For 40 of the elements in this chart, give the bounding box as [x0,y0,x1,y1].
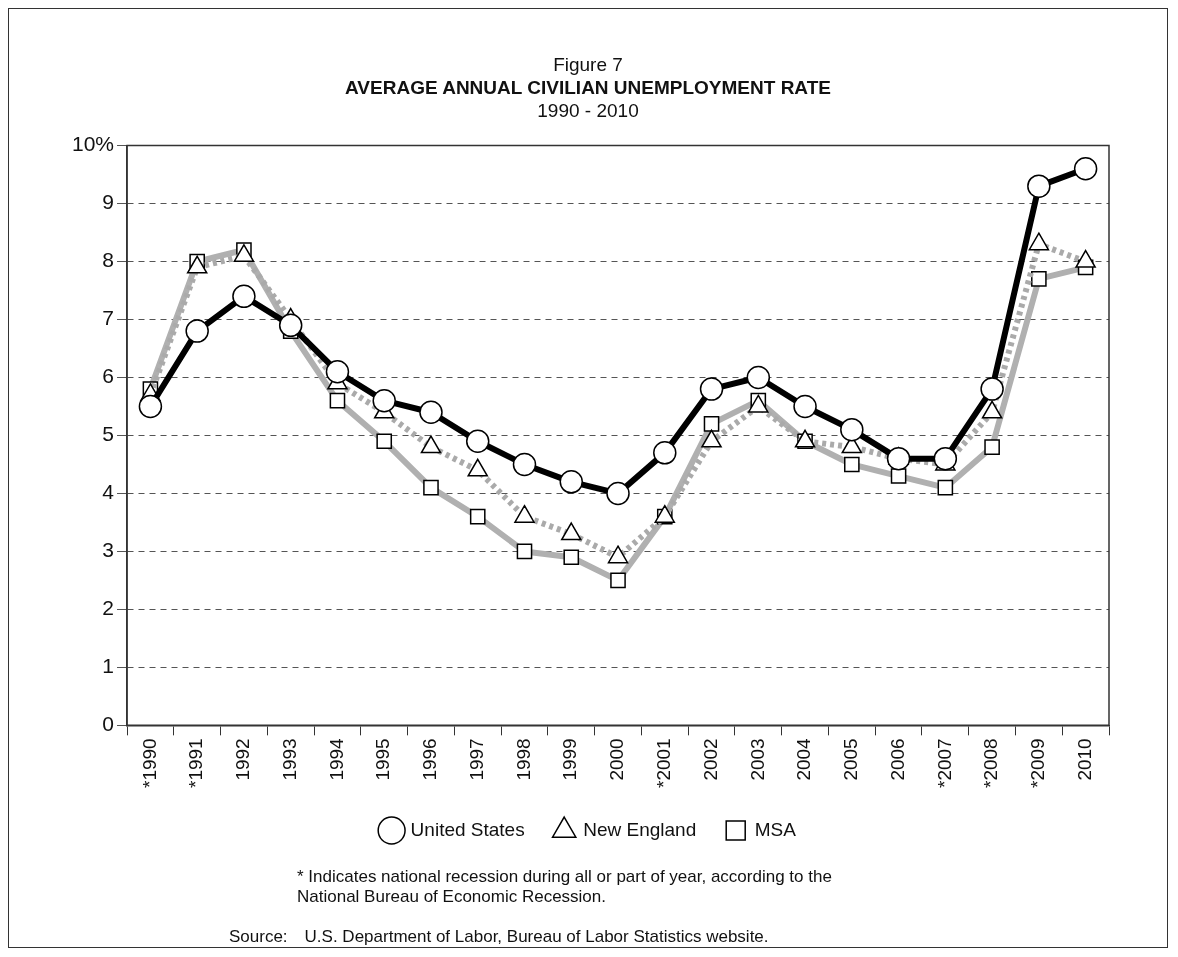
x-tick-label: 2000 [606,738,628,781]
y-tick-label: 1 [102,654,115,678]
legend-label: New England [583,818,697,840]
x-tick-label: 1992 [232,738,254,781]
x-tick-label: 1996 [419,738,441,781]
x-tick-label: 1995 [372,738,394,781]
caption: Figure 7 [552,53,624,76]
y-tick-label: 2 [102,596,115,620]
x-tick-label: 1994 [325,737,347,781]
x-tick-label: *2009 [1027,738,1049,789]
y-tick-label: 7 [102,306,115,330]
legend-label: MSA [754,818,797,840]
y-tick-label: 0 [102,712,115,736]
x-tick-label: *1990 [138,738,160,789]
x-tick-label: 2010 [1073,738,1095,781]
x-tick-label: 2002 [699,738,721,781]
x-tick-label: 2006 [886,738,908,781]
x-tick-label: 1998 [512,738,534,781]
y-tick-label: 9 [102,190,115,214]
y-tick-label: 4 [102,480,115,504]
chart-title: AVERAGE ANNUAL CIVILIAN UNEMPLOYMENT RATE [344,76,832,99]
y-tick-label: 8 [102,248,115,272]
y-tick-label: 3 [102,538,115,562]
x-tick-label: 2005 [840,738,862,781]
x-tick-label: 2003 [746,738,768,781]
x-tick-label: *2001 [653,738,675,789]
y-tick-label: 10% [72,132,115,156]
y-tick-label: 6 [102,364,115,388]
legend-label: United States [410,818,525,840]
y-tick-label: 5 [102,422,115,446]
x-tick-label: *2007 [933,738,955,789]
chart-subtitle: 1990 - 2010 [536,99,640,122]
x-tick-label: *2008 [980,738,1002,789]
x-tick-label: 1997 [465,738,487,781]
x-tick-label: 2004 [793,737,815,781]
x-tick-label: 1999 [559,738,581,781]
x-tick-label: *1991 [185,738,207,789]
source-note: Source: U.S. Department of Labor, Bureau of Labor Statistics website. [229,927,769,947]
x-tick-label: 1993 [278,738,300,781]
text: * Indicates national recession during all or part of year, according to the National Bureau of Economic Recession. [297,867,832,907]
